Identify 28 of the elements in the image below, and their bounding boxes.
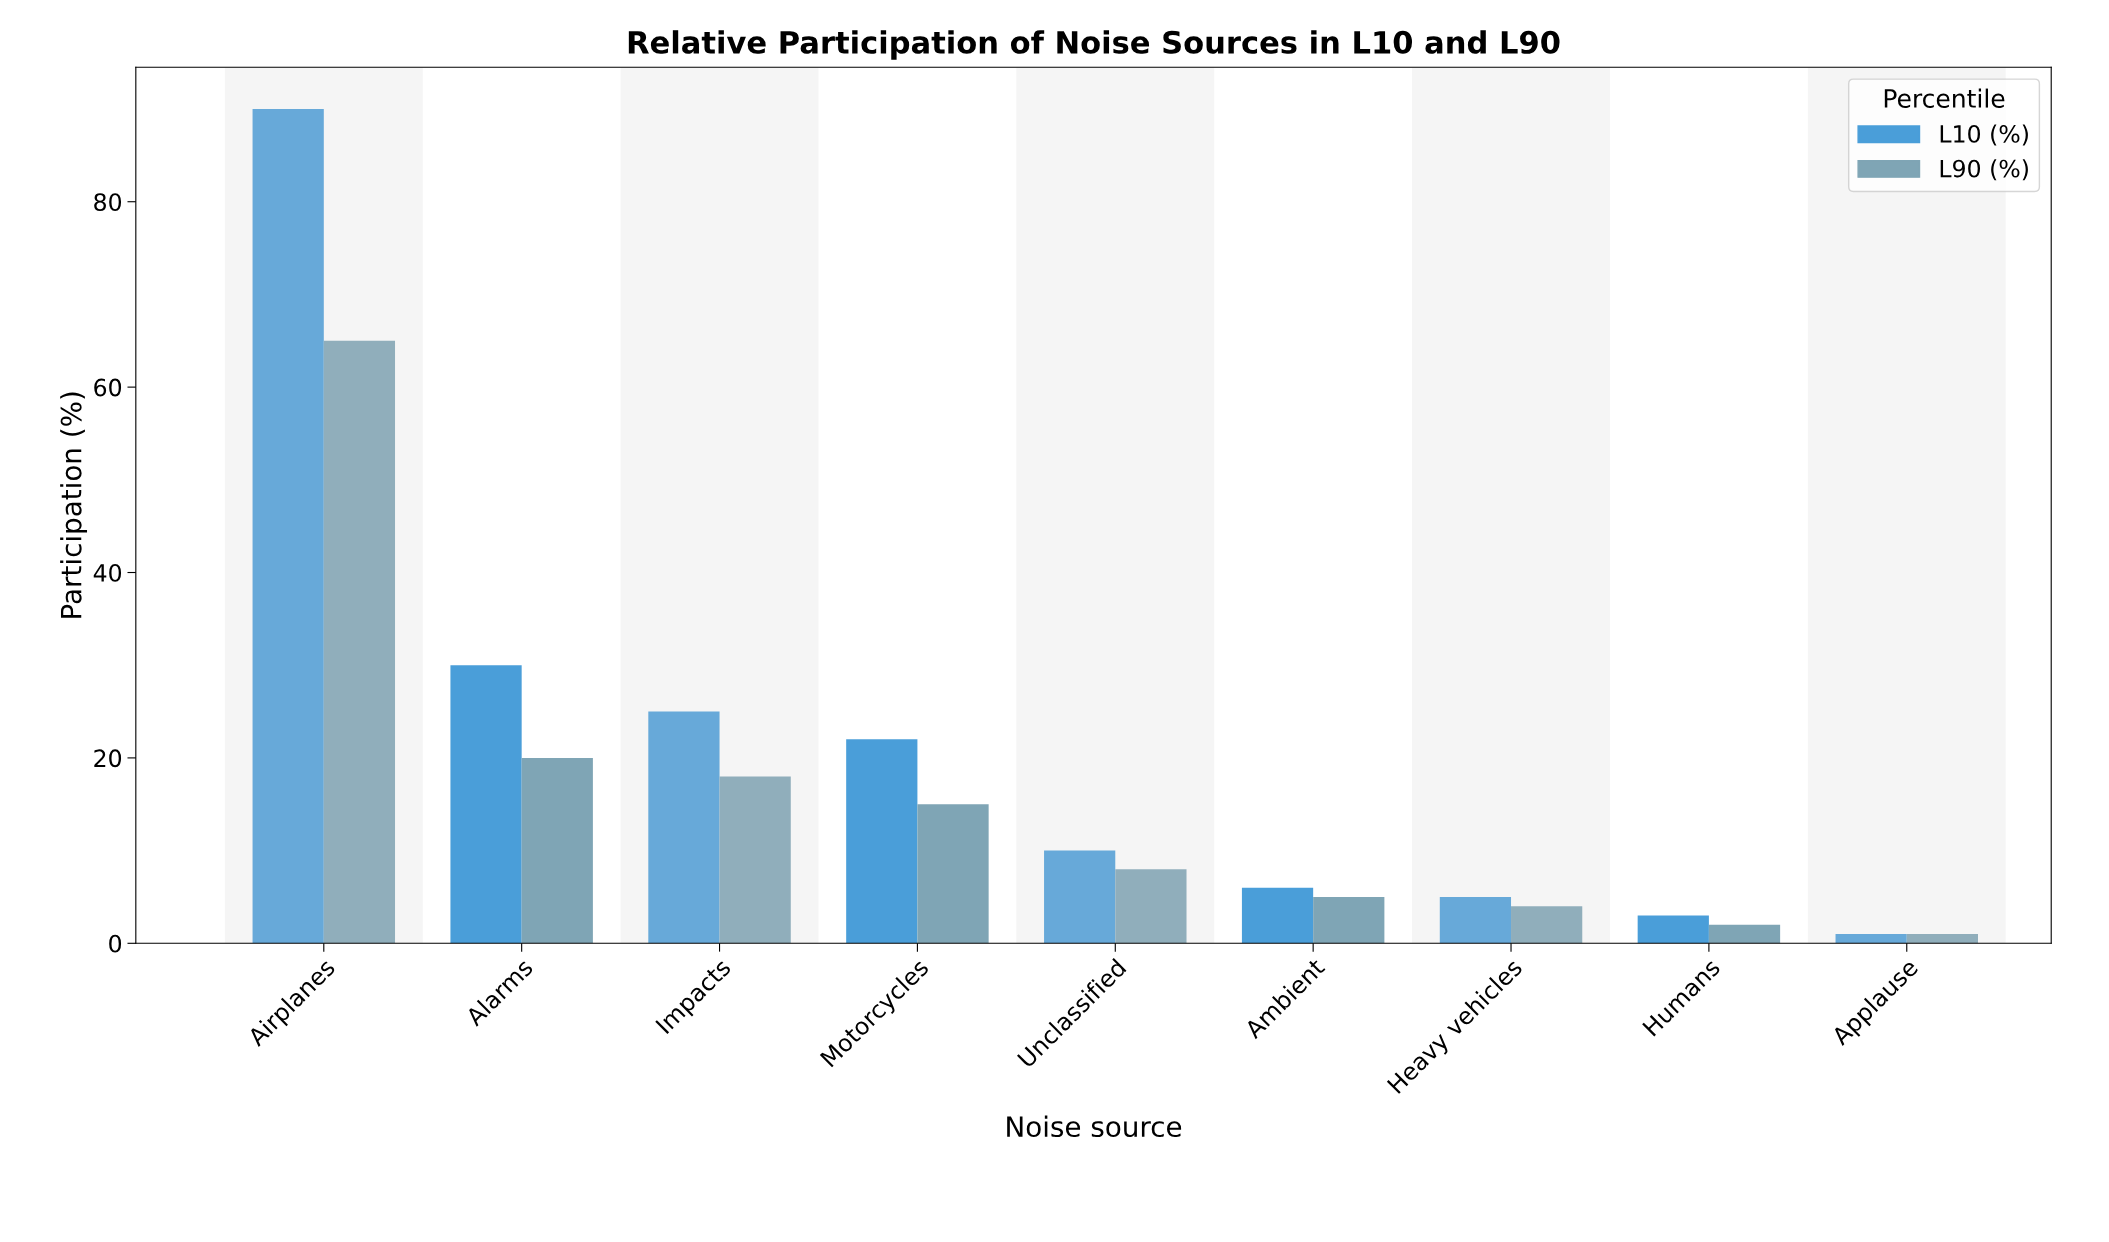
bar [521,757,593,944]
bar [1906,934,1978,944]
bar [846,739,918,944]
bar [1115,869,1187,944]
bar [1241,887,1314,944]
y-axis-title: Participation (%) [60,392,88,618]
bar [450,665,522,944]
y-tick-label: 0 [109,934,122,953]
chart-title: Relative Participation of Noise Sources in L10 and L90 [628,30,1560,60]
y-tick-label: 20 [94,749,122,768]
legend-label: L90 (%) [1940,159,2028,181]
bar [1044,850,1116,944]
y-tick-label: 40 [93,563,122,582]
bar [917,804,989,944]
y-tick-label: 60 [94,378,122,397]
bar [323,340,396,944]
bar [1708,924,1781,944]
legend-label: L10 (%) [1940,124,2028,146]
bar [648,711,720,944]
bar [1637,915,1709,944]
bar [1835,934,1907,944]
y-tick-label: 80 [94,193,122,212]
bar [1511,906,1583,944]
bar [1439,896,1512,944]
x-axis-title: Noise source [1007,1115,1182,1138]
bar [1313,896,1385,944]
bar [719,776,791,944]
legend-title: Percentile [1884,88,2005,108]
